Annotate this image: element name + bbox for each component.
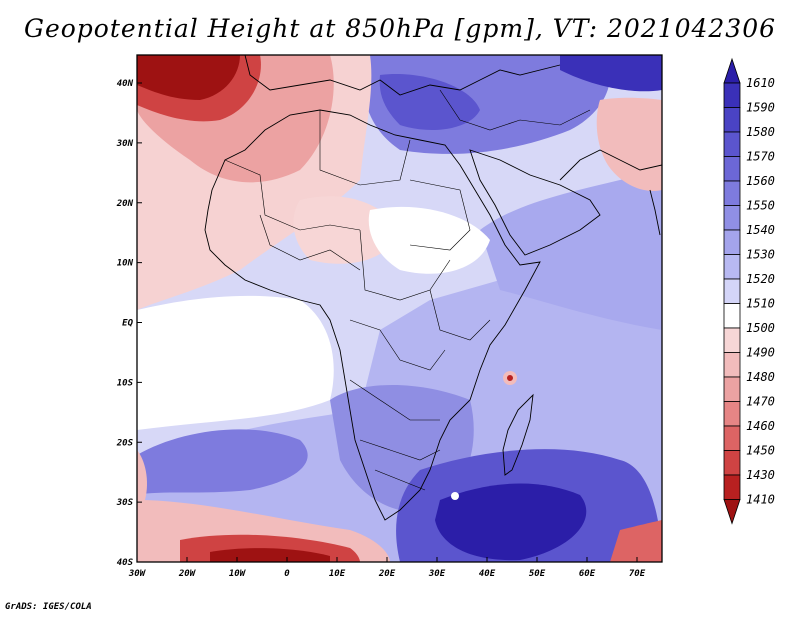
lon-tick-label: 70E	[629, 569, 646, 579]
field-band-deep-blue-northeast	[560, 55, 662, 92]
border-sahara-central	[319, 110, 411, 186]
lon-tick-label: 20E	[378, 569, 396, 579]
plot-frame	[136, 54, 663, 563]
colorbar-label: 1480	[746, 370, 775, 384]
colorbar-box	[723, 229, 741, 255]
lon-tick-label: 30W	[128, 569, 147, 579]
colorbar-label: 1500	[746, 321, 775, 335]
lon-tick-label: 50E	[529, 569, 546, 579]
field-band-white-equatorial-atlantic	[137, 295, 334, 430]
height-field	[137, 55, 662, 562]
border-east-africa	[429, 289, 491, 341]
colorbar-box	[723, 82, 741, 108]
coastline-india	[649, 189, 661, 236]
colorbar-label: 1580	[746, 125, 775, 139]
field-spot-mozambique-channel	[451, 492, 459, 500]
colorbar-label: 1560	[746, 174, 775, 188]
colorbar-bottom-triangle	[723, 499, 741, 525]
colorbar-label: 1410	[746, 493, 775, 507]
colorbar-box	[723, 180, 741, 206]
border-west-africa	[259, 214, 361, 271]
field-band-red-southeast	[610, 520, 662, 562]
coastline-madagascar	[502, 393, 534, 476]
colorbar-box	[723, 352, 741, 378]
colorbar-label: 1550	[746, 199, 775, 213]
latitude-axis: 40N 30N 20N 10N EQ 10S 20S 30S 40S	[116, 79, 142, 568]
colorbar-box	[723, 131, 741, 157]
colorbar-box	[723, 376, 741, 402]
lat-tick-label: 20N	[116, 199, 134, 209]
lon-tick-label: 60E	[579, 569, 596, 579]
coastlines	[204, 55, 662, 521]
lon-tick-label: 40E	[479, 569, 496, 579]
colorbar-box	[723, 425, 741, 451]
colorbar-box	[723, 205, 741, 231]
colorbar-box	[723, 303, 741, 329]
colorbar-label: 1460	[746, 419, 775, 433]
field-band-deep-blue-mediterranean	[379, 74, 480, 130]
lon-tick-label: 20W	[178, 569, 197, 579]
longitude-axis: 30W 20W 10W 0 10E 20E 30E 40E 50E 60E 70E	[128, 557, 646, 579]
lat-tick-label: EQ	[122, 319, 133, 329]
country-borders	[224, 89, 591, 491]
field-band-darkest-red-northwest	[137, 55, 240, 100]
border-southern-africa-north	[349, 379, 440, 421]
colorbar-box	[723, 450, 741, 476]
colorbar-label: 1450	[746, 444, 775, 458]
lat-tick-label: 10S	[117, 378, 134, 388]
field-band-rose-northeast	[596, 97, 662, 191]
lat-tick-label: 40N	[117, 79, 134, 89]
colorbar-top-triangle	[723, 57, 741, 84]
colorbar: 1610 1590 1580 1570 1560 1550 1540 1530 1520 1510…	[723, 57, 775, 525]
field-band-pink-far-west	[137, 450, 148, 505]
lat-tick-label: 20S	[116, 438, 134, 448]
lat-tick-label: 30N	[116, 139, 134, 149]
colorbar-box	[723, 327, 741, 353]
colorbar-label: 1470	[746, 395, 775, 409]
coastline-iran	[559, 149, 662, 181]
border-middle-east	[439, 89, 591, 131]
colorbar-label: 1540	[746, 223, 775, 237]
field-band-darkest-blue-cape	[435, 483, 587, 561]
colorbar-label: 1520	[746, 272, 775, 286]
colorbar-box	[723, 254, 741, 280]
border-sahara-west	[224, 159, 361, 231]
colorbar-label: 1510	[746, 297, 775, 311]
colorbar-label: 1590	[746, 101, 775, 115]
coastline-europe	[244, 55, 561, 96]
border-southern-africa-south	[359, 439, 441, 461]
colorbar-label: 1530	[746, 248, 775, 262]
coastline-arabia	[469, 149, 601, 256]
grads-credit: GrADS: IGES/COLA	[5, 602, 92, 612]
colorbar-box	[723, 156, 741, 182]
colorbar-label: 1430	[746, 468, 775, 482]
lat-tick-label: 30S	[116, 498, 134, 508]
border-nile	[409, 179, 471, 251]
lon-tick-label: 30E	[428, 569, 446, 579]
colorbar-box	[723, 278, 741, 304]
field-spot-comoros-low-core	[507, 375, 513, 381]
border-congo	[349, 319, 446, 371]
colorbar-label: 1490	[746, 346, 775, 360]
colorbar-label: 1570	[746, 150, 775, 164]
colorbar-label: 1610	[746, 76, 775, 90]
field-band-darkest-red-southwest	[210, 548, 330, 562]
lat-tick-label: 10N	[117, 259, 134, 269]
field-band-white-central-africa	[368, 206, 490, 274]
lon-tick-label: 10E	[329, 569, 346, 579]
border-south-africa	[374, 469, 426, 491]
coastline-africa	[204, 109, 541, 521]
map-title: Geopotential Height at 850hPa [gpm], VT:…	[23, 14, 777, 43]
lon-tick-label: 10W	[229, 569, 247, 579]
colorbar-box	[723, 474, 741, 500]
border-central-africa	[359, 229, 451, 301]
lon-tick-label: 0	[284, 569, 290, 579]
lat-tick-label: 40S	[117, 558, 134, 568]
colorbar-box	[723, 107, 741, 133]
field-band-deep-blue-sw	[137, 429, 308, 495]
colorbar-box	[723, 401, 741, 427]
